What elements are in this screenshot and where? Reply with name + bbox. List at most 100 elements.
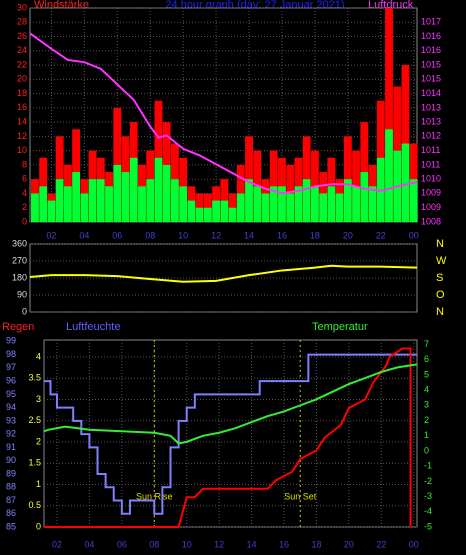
y2-tick-label: 0 xyxy=(424,445,429,455)
y-tick-label: 1.5 xyxy=(28,458,41,468)
bar xyxy=(39,186,48,222)
y2-tick-label: 7 xyxy=(424,339,429,349)
x-tick-label: 20 xyxy=(344,539,354,549)
y2-tick-label: 5 xyxy=(424,369,429,379)
bar xyxy=(105,186,113,222)
x-tick-label: 08 xyxy=(145,230,155,240)
y3-tick-label: 95 xyxy=(6,389,16,399)
y2-tick-label: -3 xyxy=(424,491,432,501)
x-tick-label: 10 xyxy=(178,230,188,240)
y3-tick-label: 92 xyxy=(6,429,16,439)
y-tick-label: 0 xyxy=(22,306,27,316)
x-tick-label: 00 xyxy=(409,539,419,549)
y-tick-label: 24 xyxy=(17,45,27,55)
y2-tick-label: -2 xyxy=(424,476,432,486)
bar xyxy=(409,179,418,222)
y-tick-label: 26 xyxy=(17,31,27,41)
plot-frame xyxy=(29,243,418,313)
x-tick-label: 00 xyxy=(409,230,419,240)
bar xyxy=(88,179,97,222)
y3-tick-label: 86 xyxy=(6,508,16,518)
y2-tick-label: 1016 xyxy=(421,31,441,41)
x-tick-label: 02 xyxy=(52,539,62,549)
bar xyxy=(385,129,393,222)
bar xyxy=(368,186,377,222)
x-tick-label: 04 xyxy=(84,539,94,549)
y-tick-label: 0 xyxy=(36,521,41,531)
y2-tick-label: 1014 xyxy=(421,88,441,98)
bar xyxy=(261,193,270,222)
y-tick-label: 0 xyxy=(22,216,27,226)
bar xyxy=(327,186,336,222)
y3-tick-label: 97 xyxy=(6,362,16,372)
y-tick-label: 12 xyxy=(17,131,27,141)
y-tick-label: 3.5 xyxy=(28,373,41,383)
y2-tick-label: 1011 xyxy=(421,145,440,155)
y-tick-label: 8 xyxy=(22,159,27,169)
y-tick-label: 14 xyxy=(17,117,27,127)
bar xyxy=(72,172,81,222)
y3-tick-label: 99 xyxy=(6,336,16,346)
line xyxy=(29,264,418,283)
y2-tick-label: 1013 xyxy=(421,116,441,126)
bar xyxy=(187,200,196,222)
bar xyxy=(80,193,89,222)
y3-tick-label: 85 xyxy=(6,521,16,531)
y-tick-label: 22 xyxy=(17,59,27,69)
x-tick-label: 16 xyxy=(277,230,287,240)
bar xyxy=(138,186,146,222)
wind-axis-title: Windstärke xyxy=(34,0,89,11)
y2-tick-label: 3 xyxy=(424,400,429,410)
y3-tick-label: 88 xyxy=(6,482,16,492)
y2-tick-label: 1015 xyxy=(421,74,441,84)
x-tick-label: 22 xyxy=(376,539,386,549)
bar xyxy=(302,179,311,222)
bar xyxy=(385,8,393,222)
bar xyxy=(253,186,262,222)
x-tick-label: 18 xyxy=(311,539,321,549)
y2-tick-label: O xyxy=(436,289,445,301)
line xyxy=(29,32,418,195)
x-tick-label: 06 xyxy=(112,230,122,240)
bar xyxy=(121,172,130,222)
bar xyxy=(203,207,212,222)
y2-tick-label: 6 xyxy=(424,354,429,364)
bar xyxy=(335,193,344,222)
y2-tick-label: N xyxy=(436,238,444,250)
bar xyxy=(171,179,179,222)
x-tick-label: 14 xyxy=(247,539,257,549)
bar xyxy=(360,172,369,222)
y2-tick-label: -4 xyxy=(424,506,432,516)
pressure-axis-title: Luftdruck xyxy=(368,0,414,11)
x-tick-label: 20 xyxy=(343,230,353,240)
bar xyxy=(294,186,303,222)
y2-tick-label: N xyxy=(436,306,444,318)
y-tick-label: 6 xyxy=(22,174,27,184)
bar xyxy=(352,186,360,222)
humidity-axis-title: Luftfeuchte xyxy=(66,321,120,333)
x-tick-label: 14 xyxy=(244,230,254,240)
bar xyxy=(236,193,245,222)
bar xyxy=(146,179,155,222)
temperature-axis-title: Temperatur xyxy=(312,321,368,333)
y2-tick-label: W xyxy=(436,255,447,267)
y-tick-label: 20 xyxy=(17,74,27,84)
bar xyxy=(162,164,171,222)
bar xyxy=(343,179,352,222)
y2-tick-label: 2 xyxy=(424,415,429,425)
bar xyxy=(154,157,163,222)
y-tick-label: 270 xyxy=(12,255,27,265)
bar xyxy=(179,186,188,222)
bar xyxy=(47,200,56,222)
y-tick-label: 30 xyxy=(17,2,27,12)
rain-axis-title: Regen xyxy=(2,321,34,333)
y2-tick-label: -1 xyxy=(424,461,432,471)
y-tick-label: 360 xyxy=(12,238,27,248)
bar xyxy=(220,200,229,222)
x-tick-label: 08 xyxy=(149,539,159,549)
y2-tick-label: 1009 xyxy=(421,202,441,212)
y2-tick-label: 1013 xyxy=(421,102,441,112)
y3-tick-label: 96 xyxy=(6,375,16,385)
x-tick-label: 22 xyxy=(376,230,386,240)
